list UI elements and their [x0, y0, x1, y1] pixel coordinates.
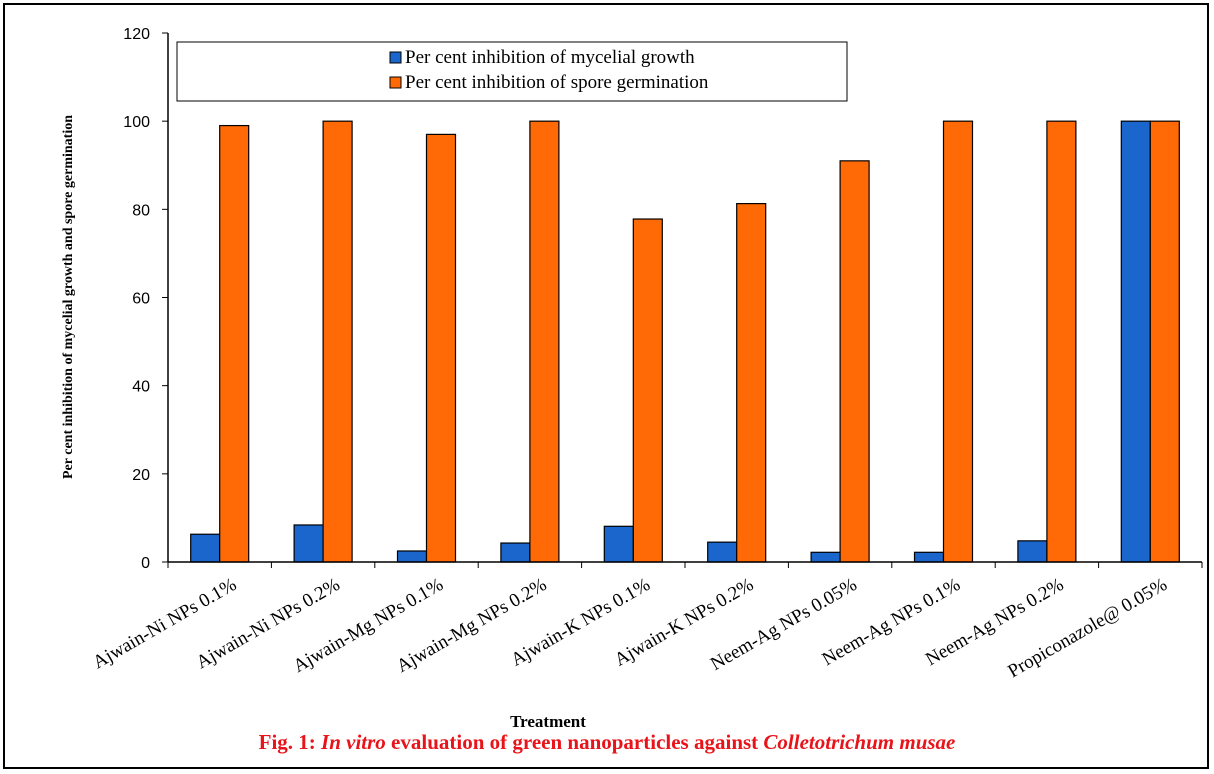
bar-spore-germination [1149, 120, 1180, 563]
bar-spore-germination [1046, 120, 1077, 563]
y-tick-label: 60 [132, 291, 150, 308]
bar-spore-germination [632, 218, 663, 563]
caption-italic-species: Colletotrichum musae [763, 730, 956, 754]
legend-swatch-spore [389, 76, 402, 89]
bar-spore-germination [322, 120, 353, 563]
legend-label-mycelial: Per cent inhibition of mycelial growth [405, 47, 695, 68]
x-axis-label: Treatment [510, 712, 586, 731]
bar-mycelial-growth [1017, 540, 1048, 563]
x-tick-labels: Ajwain-Ni NPs 0.1%Ajwain-Ni NPs 0.2%Ajwa… [89, 574, 1171, 682]
y-axis-label-group: Per cent inhibition of mycelial growth a… [61, 115, 76, 479]
y-tick-label: 120 [123, 26, 150, 43]
caption-italic-in-vitro: In vitro [321, 730, 386, 754]
bar-mycelial-growth [190, 533, 221, 563]
legend-label-spore: Per cent inhibition of spore germination [405, 72, 709, 93]
bar-mycelial-growth [707, 541, 738, 563]
y-tick-label: 100 [123, 114, 150, 131]
figure-caption: Fig. 1: In vitro evaluation of green nan… [0, 730, 1214, 755]
bar-spore-germination [219, 124, 250, 563]
y-axis-label: Per cent inhibition of mycelial growth a… [61, 115, 76, 479]
bar-spore-germination [529, 120, 560, 563]
bar-spore-germination [425, 133, 457, 563]
legend: Per cent inhibition of mycelial growth Pe… [176, 41, 848, 102]
bar-mycelial-growth [913, 551, 945, 563]
bar-mycelial-growth [500, 542, 531, 563]
figure-frame [3, 3, 1209, 769]
y-tick-label: 0 [141, 555, 150, 572]
legend-swatch-mycelial [389, 51, 402, 64]
bar-mycelial-growth [603, 525, 634, 563]
axes [167, 33, 1203, 568]
bar-mycelial-growth [396, 550, 428, 563]
y-tick-label: 20 [132, 467, 150, 484]
caption-prefix: Fig. 1: [258, 730, 322, 754]
bar-spore-germination [942, 120, 974, 563]
caption-middle: evaluation of green nanoparticles agains… [385, 730, 764, 754]
bar-mycelial-growth [810, 551, 841, 563]
bar-spore-germination [736, 203, 767, 563]
y-tick-label: 80 [132, 202, 150, 219]
bar-mycelial-growth [293, 524, 324, 563]
bar-mycelial-growth [1120, 120, 1151, 563]
bars [190, 120, 1180, 563]
y-axis-ticks: 0 20 40 60 80 100 120 [123, 26, 168, 572]
bar-spore-germination [839, 160, 870, 563]
legend-box [176, 41, 848, 102]
y-tick-label: 40 [132, 379, 150, 396]
